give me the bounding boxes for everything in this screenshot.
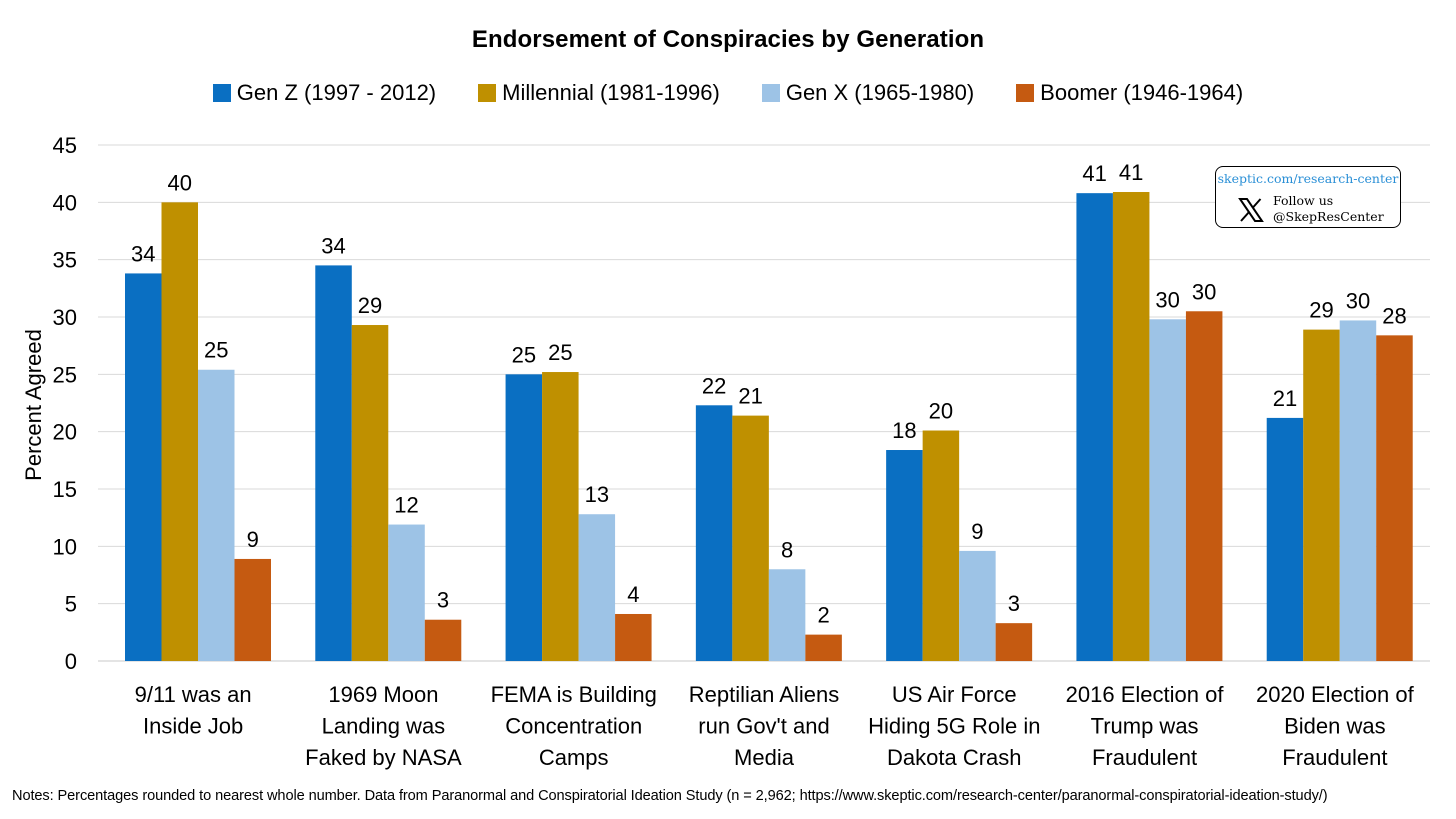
x-tick-label: 9/11 was an Inside Job [135,682,252,739]
x-tick-label: US Air Force Hiding 5G Role in Dakota Cras… [868,682,1040,770]
bar-2-2 [351,325,389,661]
social-handle[interactable]: @SkepResCenter [1273,209,1384,224]
bar-3-5 [959,550,996,661]
follow-label: Follow us [1273,193,1334,208]
data-label: 18 [892,418,916,443]
bar-3-4 [768,569,806,661]
data-label: 21 [1273,386,1297,411]
legend-item: Gen Z (1997 - 2012) [212,80,437,106]
legend-item: Gen X (1965-1980) [761,80,975,106]
y-tick-label: 20 [53,420,77,445]
bar-4-2 [424,619,462,661]
data-label: 30 [1346,288,1370,313]
bar-2-6 [1112,192,1150,661]
research-center-url[interactable]: skeptic.com/research-center [1217,171,1399,186]
bar-2-5 [922,430,960,661]
legend-label: Gen Z (1997 - 2012) [236,80,437,105]
legend-label: Gen X (1965-1980) [785,80,975,105]
data-label: 3 [1008,591,1020,616]
data-label: 20 [929,399,953,424]
legend-label: Boomer (1946-1964) [1040,80,1244,105]
y-tick-label: 15 [53,477,77,502]
data-label: 2 [817,603,829,628]
bar-1-5 [886,450,923,661]
data-label: 30 [1192,279,1216,304]
data-label: 25 [512,342,536,367]
bar-2-4 [732,415,769,661]
y-tick-label: 35 [53,248,77,273]
social-follow-text: Follow us @SkepResCenter [1273,193,1384,225]
bar-1-3 [505,374,543,661]
data-label: 34 [131,241,155,266]
legend-swatch [212,84,231,102]
bar-4-6 [1185,311,1223,661]
data-label: 4 [627,582,639,607]
data-label: 9 [971,519,983,544]
x-tick-label: FEMA is Building Concentration Camps [491,682,657,770]
bar-2-3 [542,372,579,661]
legend-swatch [478,84,497,102]
bar-4-4 [805,634,842,661]
bar-4-7 [1376,335,1413,661]
bar-3-6 [1149,319,1186,661]
data-label: 29 [1309,298,1333,323]
data-label: 8 [781,537,793,562]
x-logo-icon [1238,198,1264,222]
data-label: 41 [1082,161,1106,186]
bar-3-1 [198,369,235,661]
x-tick-label: 2016 Election of Trump was Fraudulent [1066,682,1225,770]
bar-3-2 [388,524,425,661]
data-label: 25 [548,340,572,365]
bar-1-2 [315,265,352,661]
legend-label: Millennial (1981-1996) [502,80,720,105]
bar-1-6 [1076,193,1113,661]
bar-2-1 [161,202,198,662]
data-label: 25 [204,338,228,363]
data-label: 40 [168,170,192,195]
legend: Gen Z (1997 - 2012) Millennial (1981-1996… [0,80,1456,106]
y-tick-label: 10 [53,534,77,559]
bar-4-5 [995,623,1033,661]
data-label: 9 [247,527,259,552]
x-tick-label: Reptilian Aliens run Gov't and Media [689,682,839,770]
data-label: 29 [358,293,382,318]
x-tick-label: 2020 Election of Biden was Fraudulent [1256,682,1415,770]
y-tick-label: 0 [65,649,77,674]
bar-1-7 [1266,417,1304,661]
y-axis-label: Percent Agreed [21,329,46,481]
legend-item: Millennial (1981-1996) [478,80,720,106]
data-label: 30 [1155,287,1179,312]
data-label: 21 [738,384,762,409]
footnote: Notes: Percentages rounded to nearest wh… [12,788,1328,804]
bar-2-7 [1303,329,1340,661]
data-label: 41 [1119,160,1143,185]
bar-3-3 [578,514,616,661]
y-tick-label: 45 [53,133,77,158]
bar-1-1 [125,273,162,661]
data-label: 28 [1382,303,1406,328]
y-tick-label: 5 [65,592,77,617]
data-label: 22 [702,373,726,398]
data-label: 3 [437,588,449,613]
bar-1-4 [695,405,733,661]
y-tick-label: 30 [53,305,77,330]
data-label: 12 [394,493,418,518]
social-callout: skeptic.com/research-center Follow us @S… [1215,166,1401,228]
x-tick-label: 1969 Moon Landing was Faked by NASA [305,682,462,770]
legend-item: Boomer (1946-1964) [1016,80,1243,106]
bar-4-3 [615,613,652,661]
chart-title: Endorsement of Conspiracies by Generatio… [471,26,985,53]
bar-4-1 [234,558,271,661]
data-label: 13 [585,482,609,507]
y-tick-label: 25 [53,362,77,387]
data-label: 34 [321,233,345,258]
legend-swatch [761,84,780,102]
y-tick-label: 40 [53,190,77,215]
legend-swatch [1016,84,1035,102]
bar-3-7 [1339,320,1377,661]
